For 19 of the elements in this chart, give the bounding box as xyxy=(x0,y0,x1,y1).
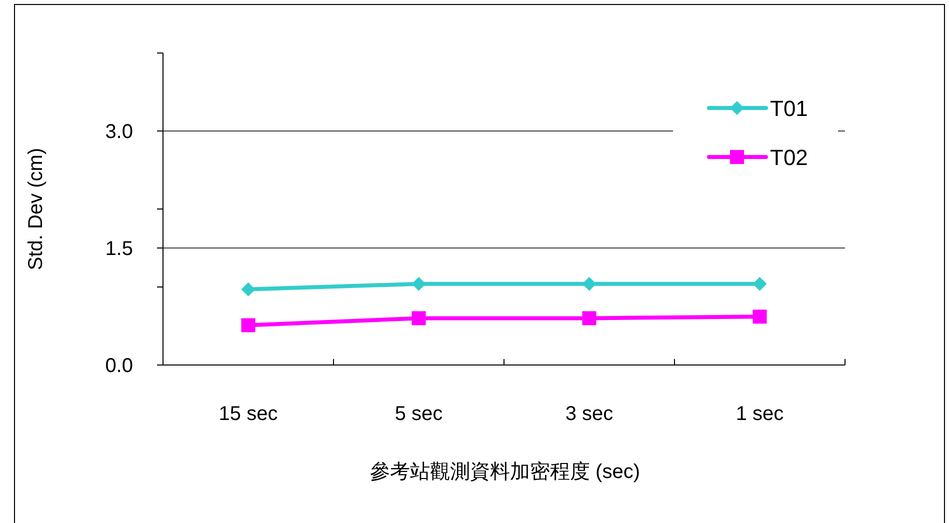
point xyxy=(412,276,426,291)
y-axis-title: Std. Dev (cm) xyxy=(25,148,47,270)
y-tick-label: 3.0 xyxy=(105,121,133,143)
x-tick-label: 1 sec xyxy=(736,403,784,425)
legend-label: T01 xyxy=(770,96,808,121)
x-tick-label: 3 sec xyxy=(565,403,614,425)
x-tick-label: 5 sec xyxy=(394,403,443,425)
point xyxy=(241,282,256,296)
x-tick-label: 15 sec xyxy=(218,403,278,425)
point xyxy=(752,276,767,291)
y-tick-label: 0.0 xyxy=(105,355,133,377)
y-tick-label: 1.5 xyxy=(105,238,133,260)
legend-label: T02 xyxy=(770,145,808,170)
point xyxy=(412,311,426,326)
point xyxy=(241,318,256,332)
x-axis-title: 參考站觀測資料加密程度 (sec) xyxy=(370,461,640,483)
point xyxy=(752,310,767,324)
point xyxy=(582,311,596,326)
point xyxy=(582,276,596,291)
